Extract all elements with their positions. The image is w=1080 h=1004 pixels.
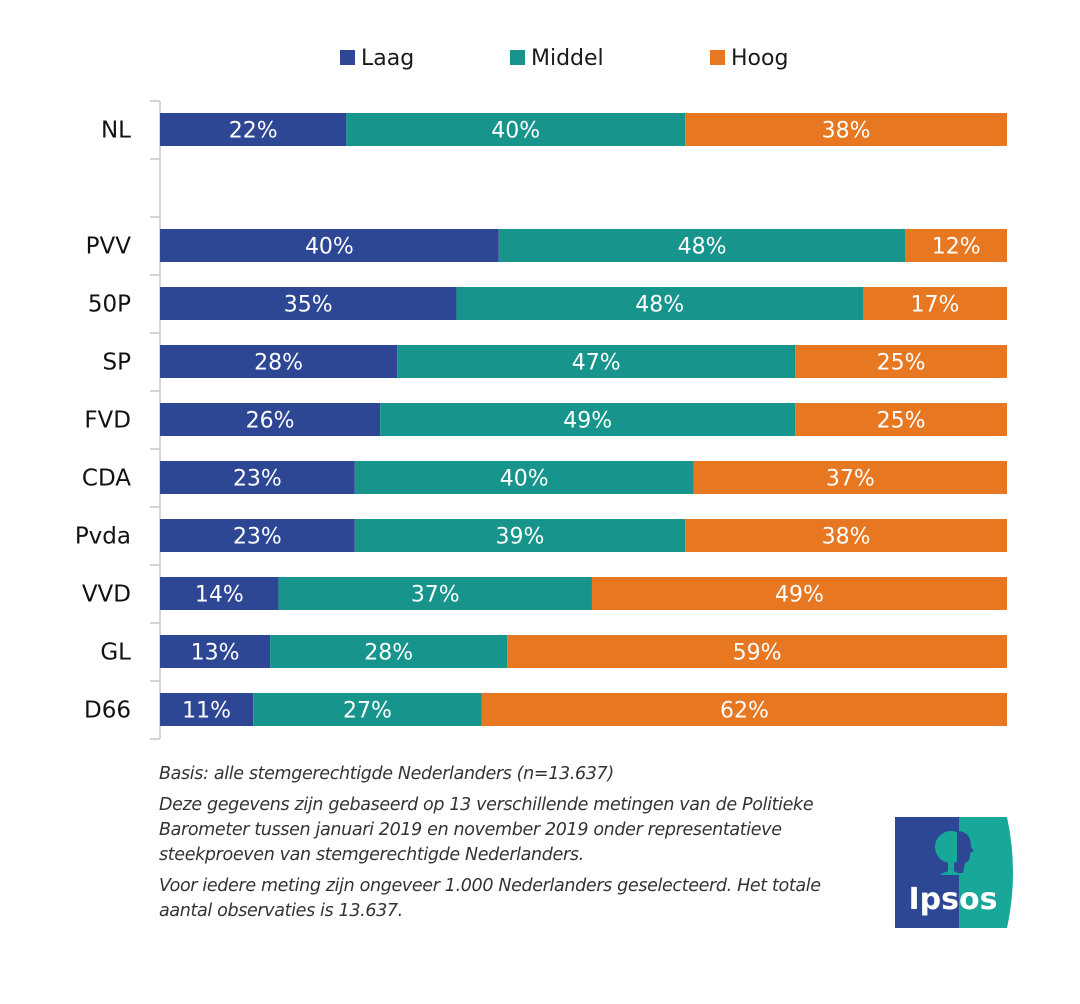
data-label: 40% bbox=[305, 235, 354, 260]
bar-segment-laag bbox=[160, 635, 271, 668]
bars: 22% 40% 38% 40% 48% 12% 35% 48% 17% 28% 47% 25% 26% 4… bbox=[160, 113, 1007, 726]
bar-segment-laag bbox=[160, 287, 457, 320]
bar-segment-middel bbox=[354, 461, 694, 494]
data-label: 40% bbox=[500, 467, 549, 492]
category-axis bbox=[150, 100, 161, 740]
data-label: 11% bbox=[182, 699, 231, 724]
bar-segment-hoog bbox=[905, 229, 1007, 262]
data-label: 13% bbox=[191, 641, 240, 666]
data-label: 27% bbox=[343, 699, 392, 724]
stacked-bar-chart: Laag Middel Hoog 22% 40% 38% 40% 48% 12% 35% 48% 1… bbox=[75, 46, 1007, 740]
data-label: 37% bbox=[411, 583, 460, 608]
bar-segment-hoog bbox=[685, 113, 1007, 146]
data-label: 25% bbox=[877, 351, 926, 376]
category-label: NL bbox=[101, 118, 131, 144]
legend-swatch-laag bbox=[340, 50, 355, 65]
legend-swatch-middel bbox=[510, 50, 525, 65]
logo-text: Ipsos bbox=[909, 882, 998, 917]
basis-note: Basis: alle stemgerechtigde Nederlanders… bbox=[159, 764, 614, 784]
data-label: 47% bbox=[572, 351, 621, 376]
bar-segment-hoog bbox=[591, 577, 1007, 610]
category-labels: NL PVV 50P SP FVD CDA Pvda VVD GL D66 bbox=[75, 118, 131, 724]
data-label: 22% bbox=[229, 119, 278, 144]
bar-segment-laag bbox=[160, 345, 398, 378]
category-label: SP bbox=[103, 350, 132, 376]
data-label: 39% bbox=[496, 525, 545, 550]
bar-segment-middel bbox=[354, 519, 686, 552]
logo-right-panel bbox=[959, 817, 1013, 928]
bar-segment-laag bbox=[160, 461, 355, 494]
tree-face-icon bbox=[935, 831, 974, 875]
chart-legend: Laag Middel Hoog bbox=[340, 46, 788, 71]
bar-segment-middel bbox=[278, 577, 592, 610]
category-label: CDA bbox=[82, 466, 131, 492]
bar-segment-laag bbox=[160, 403, 381, 436]
bar-segment-middel bbox=[253, 693, 482, 726]
data-label: 14% bbox=[195, 583, 244, 608]
bar-segment-hoog bbox=[481, 693, 1007, 726]
legend-label-laag: Laag bbox=[361, 46, 414, 71]
bar-segment-laag bbox=[160, 113, 347, 146]
data-label: 23% bbox=[233, 525, 282, 550]
bar-segment-hoog bbox=[507, 635, 1007, 668]
data-label: 59% bbox=[733, 641, 782, 666]
category-label: PVV bbox=[86, 234, 132, 260]
ipsos-logo: Ipsos bbox=[895, 817, 1013, 928]
bar-segment-hoog bbox=[795, 345, 1007, 378]
data-label: 40% bbox=[491, 119, 540, 144]
bar-segment-laag bbox=[160, 519, 355, 552]
data-label: 12% bbox=[932, 235, 981, 260]
bar-segment-middel bbox=[346, 113, 686, 146]
legend-swatch-hoog bbox=[710, 50, 725, 65]
data-label: 17% bbox=[911, 293, 960, 318]
bar-segment-hoog bbox=[693, 461, 1007, 494]
data-label: 48% bbox=[635, 293, 684, 318]
data-label: 28% bbox=[254, 351, 303, 376]
chart-notes: Basis: alle stemgerechtigde Nederlanders… bbox=[159, 762, 869, 930]
data-label: 37% bbox=[826, 467, 875, 492]
data-label: 26% bbox=[246, 409, 295, 434]
bar-segment-middel bbox=[270, 635, 508, 668]
legend-label-middel: Middel bbox=[531, 46, 604, 71]
data-label: 28% bbox=[364, 641, 413, 666]
data-label: 49% bbox=[775, 583, 824, 608]
bar-segment-middel bbox=[380, 403, 796, 436]
data-label: 49% bbox=[563, 409, 612, 434]
data-label: 38% bbox=[822, 119, 871, 144]
category-label: D66 bbox=[84, 698, 131, 724]
sample-note: Voor iedere meting zijn ongeveer 1.000 N… bbox=[159, 876, 821, 921]
category-label: 50P bbox=[88, 292, 131, 318]
data-label: 35% bbox=[284, 293, 333, 318]
data-label: 62% bbox=[720, 699, 769, 724]
category-label: Pvda bbox=[75, 524, 131, 550]
bar-segment-hoog bbox=[795, 403, 1007, 436]
data-label: 25% bbox=[877, 409, 926, 434]
category-label: GL bbox=[100, 640, 131, 666]
bar-segment-middel bbox=[498, 229, 906, 262]
bar-segment-laag bbox=[160, 577, 279, 610]
bar-segment-middel bbox=[456, 287, 864, 320]
bar-segment-laag bbox=[160, 693, 254, 726]
data-label: 48% bbox=[678, 235, 727, 260]
data-label: 23% bbox=[233, 467, 282, 492]
methodology-note: Deze gegevens zijn gebaseerd op 13 versc… bbox=[159, 795, 814, 865]
category-label: VVD bbox=[82, 582, 131, 608]
legend-label-hoog: Hoog bbox=[731, 46, 788, 71]
bar-segment-middel bbox=[397, 345, 796, 378]
bar-segment-laag bbox=[160, 229, 499, 262]
bar-segment-hoog bbox=[863, 287, 1007, 320]
bar-segment-hoog bbox=[685, 519, 1007, 552]
data-label: 38% bbox=[822, 525, 871, 550]
category-label: FVD bbox=[84, 408, 131, 434]
